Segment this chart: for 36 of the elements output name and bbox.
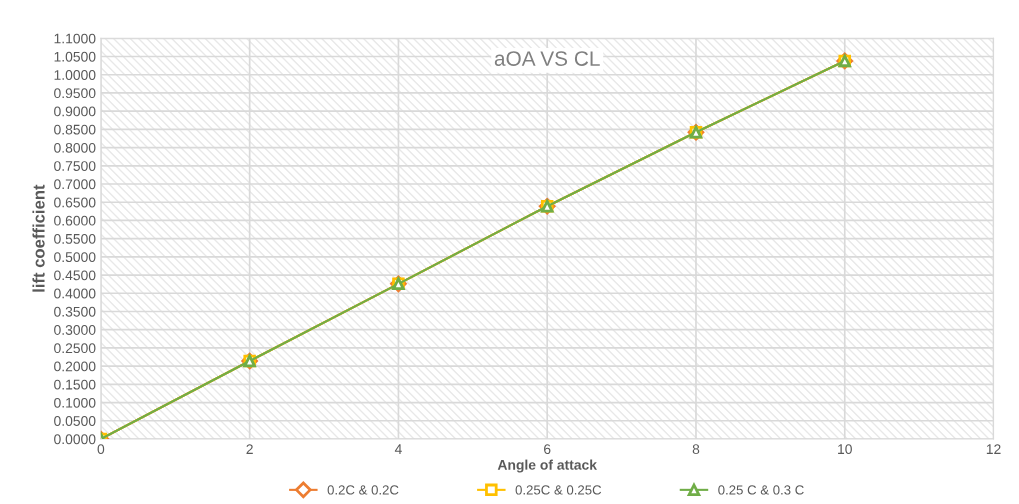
y-tick-label: 1.0500	[54, 51, 96, 62]
y-tick-label: 0.6500	[54, 197, 96, 208]
legend-label: 0.25C & 0.25C	[515, 485, 602, 495]
x-tick-label: 6	[544, 444, 551, 455]
y-tick-label: 0.5500	[54, 233, 96, 244]
y-tick-label: 0.9000	[54, 106, 96, 117]
x-tick-label: 0	[97, 444, 105, 455]
legend-label: 0.2C & 0.2C	[327, 485, 399, 495]
x-tick-label: 12	[986, 444, 1001, 454]
y-tick-label: 0.0500	[54, 416, 96, 426]
y-tick-label: 0.9500	[54, 88, 96, 99]
y-axis-title: lift coefficient	[32, 184, 45, 292]
x-tick-label: 2	[246, 444, 253, 454]
x-tick-label: 8	[692, 444, 700, 455]
y-tick-label: 0.8000	[54, 142, 96, 153]
y-tick-label: 0.6000	[54, 215, 96, 226]
y-tick-label: 0.7500	[54, 161, 96, 171]
y-tick-label: 0.4000	[54, 288, 96, 299]
y-tick-label: 0.1000	[54, 397, 96, 408]
chart-title: aOA VS CL	[494, 51, 600, 66]
y-tick-label: 0.1500	[54, 379, 96, 390]
y-tick-label: 0.2500	[54, 343, 96, 354]
y-tick-label: 0.0000	[54, 434, 96, 445]
x-axis-title: Angle of attack	[497, 459, 597, 473]
y-tick-label: 0.7000	[54, 179, 96, 190]
y-tick-label: 0.8500	[54, 124, 96, 135]
x-tick-label: 4	[394, 444, 402, 454]
y-tick-label: 0.2000	[54, 361, 96, 372]
y-tick-label: 0.4500	[54, 270, 96, 281]
legend-label: 0.25 C & 0.3 C	[718, 485, 804, 495]
y-tick-label: 1.1000	[54, 33, 96, 44]
y-tick-label: 0.5000	[54, 252, 96, 263]
y-tick-label: 1.0000	[54, 70, 96, 80]
x-tick-label: 10	[838, 444, 852, 455]
y-tick-label: 0.3500	[54, 306, 96, 317]
y-tick-label: 0.3000	[54, 325, 96, 335]
